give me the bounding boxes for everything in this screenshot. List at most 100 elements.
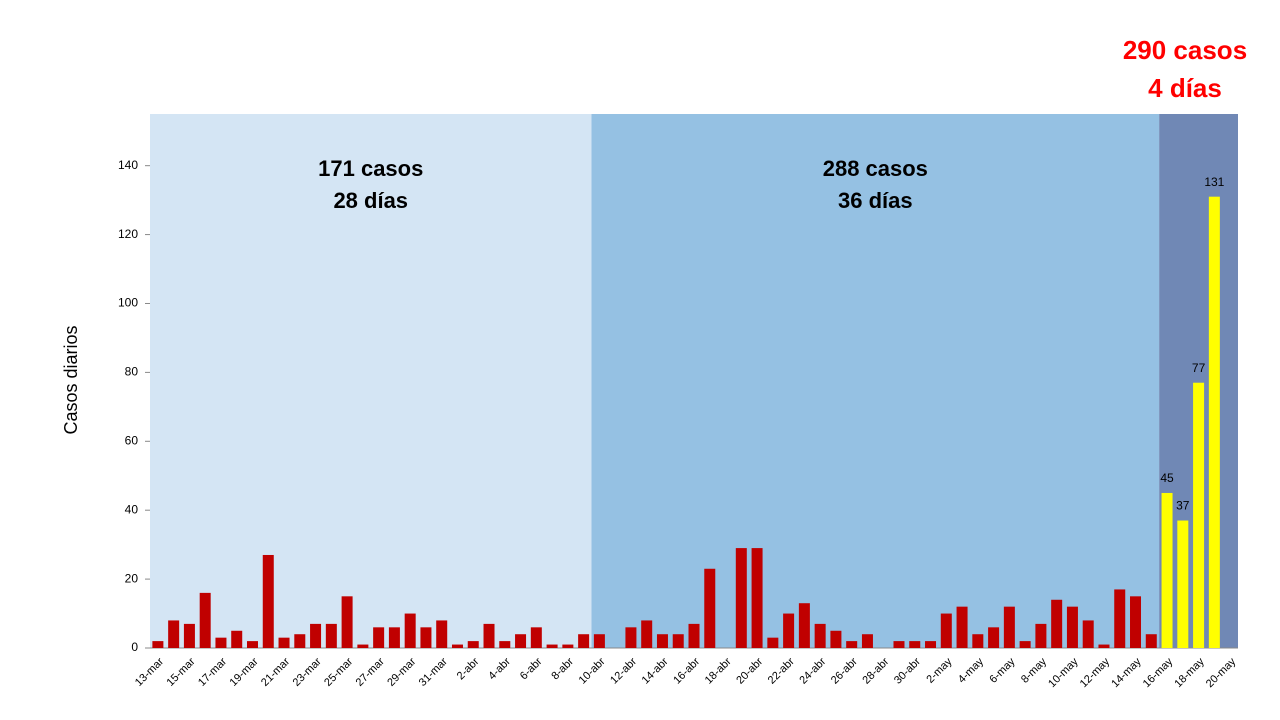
x-tick-label: 10-may xyxy=(1046,655,1081,690)
x-tick-label: 12-abr xyxy=(608,655,639,686)
bar xyxy=(925,641,937,648)
bar xyxy=(467,641,479,648)
x-tick-label: 14-may xyxy=(1109,655,1144,690)
x-tick-label: 14-abr xyxy=(640,655,671,686)
bar xyxy=(798,603,810,648)
x-tick-label: 27-mar xyxy=(354,655,387,688)
bar xyxy=(199,592,211,648)
x-tick-label: 18-abr xyxy=(703,655,734,686)
x-tick-label: 4-may xyxy=(956,655,986,685)
data-label: 45 xyxy=(1160,471,1174,485)
bar xyxy=(909,641,921,648)
x-tick-label: 20-abr xyxy=(734,655,765,686)
x-tick-label: 13-mar xyxy=(133,655,166,688)
y-tick-label: 120 xyxy=(118,227,138,241)
bar xyxy=(168,620,180,648)
period-annotation: 288 casos xyxy=(823,156,928,181)
period-region xyxy=(150,114,592,648)
bar xyxy=(1082,620,1094,648)
bar xyxy=(751,548,763,648)
x-tick-label: 20-may xyxy=(1204,655,1239,690)
x-tick-label: 23-mar xyxy=(291,655,324,688)
bar xyxy=(1003,606,1015,648)
bar xyxy=(1177,520,1189,648)
bar xyxy=(1019,641,1031,648)
bar xyxy=(1035,623,1047,648)
bar xyxy=(688,623,700,648)
bar xyxy=(767,637,779,648)
period-region xyxy=(591,114,1160,648)
x-tick-label: 6-abr xyxy=(518,655,545,682)
bar xyxy=(1066,606,1078,648)
bar xyxy=(988,627,1000,648)
bar xyxy=(515,634,527,648)
period-annotation: 36 días xyxy=(838,188,913,213)
y-axis-label: Casos diarios xyxy=(61,325,81,434)
x-tick-label: 16-abr xyxy=(671,655,702,686)
bar xyxy=(861,634,873,648)
bar xyxy=(1051,599,1063,648)
x-tick-label: 8-abr xyxy=(549,655,576,682)
x-tick-label: 21-mar xyxy=(259,655,292,688)
bar xyxy=(262,554,274,648)
bar xyxy=(294,634,306,648)
y-tick-label: 0 xyxy=(131,640,138,654)
bar xyxy=(483,623,495,648)
bar xyxy=(215,637,227,648)
x-tick-label: 17-mar xyxy=(196,655,229,688)
bar xyxy=(672,634,684,648)
bar xyxy=(1161,492,1173,648)
x-tick-label: 4-abr xyxy=(486,655,513,682)
x-tick-label: 22-abr xyxy=(766,655,797,686)
bar xyxy=(893,641,905,648)
y-tick-label: 80 xyxy=(125,365,139,379)
bar xyxy=(388,627,400,648)
bar xyxy=(451,644,463,648)
x-tick-label: 24-abr xyxy=(797,655,828,686)
x-tick-label: 29-mar xyxy=(385,655,418,688)
bar xyxy=(956,606,968,648)
bar xyxy=(246,641,258,648)
x-tick-label: 2-may xyxy=(924,655,954,685)
bar xyxy=(846,641,858,648)
bar xyxy=(436,620,448,648)
x-tick-label: 16-may xyxy=(1141,655,1176,690)
period-annotation: 171 casos xyxy=(318,156,423,181)
bar xyxy=(1193,382,1205,648)
bar xyxy=(783,613,795,648)
x-tick-label: 26-abr xyxy=(829,655,860,686)
bar xyxy=(231,630,243,648)
bar xyxy=(530,627,542,648)
bar xyxy=(404,613,416,648)
bar xyxy=(656,634,668,648)
bar xyxy=(310,623,322,648)
x-tick-label: 6-may xyxy=(987,655,1017,685)
bar xyxy=(830,630,842,648)
y-tick-label: 60 xyxy=(125,433,139,447)
bar xyxy=(593,634,605,648)
x-tick-label: 19-mar xyxy=(228,655,261,688)
data-label: 131 xyxy=(1204,175,1224,189)
data-label: 77 xyxy=(1192,361,1206,375)
bar xyxy=(578,634,590,648)
bar xyxy=(972,634,984,648)
bar xyxy=(420,627,432,648)
bar xyxy=(183,623,195,648)
bar xyxy=(1208,196,1220,648)
x-tick-label: 12-may xyxy=(1078,655,1113,690)
bar xyxy=(1130,596,1142,648)
x-tick-label: 18-may xyxy=(1172,655,1207,690)
bar xyxy=(341,596,353,648)
y-tick-label: 40 xyxy=(125,502,139,516)
bar xyxy=(1145,634,1157,648)
y-tick-label: 100 xyxy=(118,296,138,310)
bar xyxy=(735,548,747,648)
bar xyxy=(625,627,637,648)
bar xyxy=(499,641,511,648)
bar xyxy=(278,637,290,648)
period-annotation: 28 días xyxy=(333,188,408,213)
bar xyxy=(641,620,653,648)
x-tick-label: 10-abr xyxy=(577,655,608,686)
bar xyxy=(357,644,369,648)
